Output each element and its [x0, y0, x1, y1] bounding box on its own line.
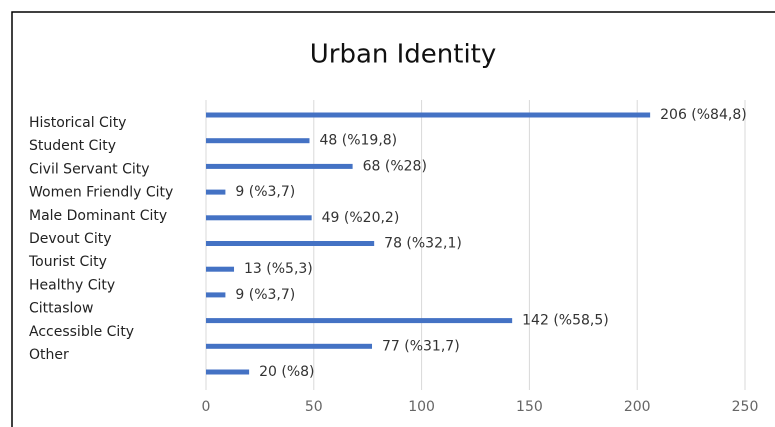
x-tick-label: 50 [305, 399, 323, 415]
y-tick-label: Healthy City [29, 277, 115, 293]
x-tick-label: 250 [732, 399, 759, 415]
value-label: 48 (%19,8) [319, 133, 397, 149]
y-tick-label: Cittaslow [29, 301, 93, 317]
value-label: 68 (%28) [363, 158, 427, 174]
value-label: 206 (%84,8) [660, 107, 747, 123]
value-label: 20 (%8) [259, 364, 314, 380]
x-tick-label: 100 [408, 399, 435, 415]
value-label: 9 (%3,7) [235, 184, 295, 200]
value-label: 13 (%5,3) [244, 261, 313, 277]
bar [206, 369, 250, 375]
x-tick-label: 150 [516, 399, 543, 415]
y-tick-label: Tourist City [28, 254, 107, 270]
bar [206, 189, 226, 195]
bar [206, 266, 235, 272]
y-tick-label: Civil Servant City [29, 161, 150, 177]
bar [206, 318, 513, 324]
value-label: 77 (%31,7) [382, 338, 460, 354]
chart-title: Urban Identity [310, 40, 497, 70]
x-tick-label: 0 [202, 399, 211, 415]
y-tick-label: Male Dominant City [29, 208, 167, 224]
y-tick-label: Historical City [29, 115, 126, 131]
y-tick-label: Other [29, 347, 69, 363]
x-tick-label: 200 [624, 399, 651, 415]
bar [206, 215, 312, 221]
bar [206, 343, 373, 349]
y-tick-label: Devout City [29, 231, 112, 247]
bar [206, 292, 226, 298]
bar [206, 241, 375, 246]
bar [206, 163, 353, 169]
bar [206, 138, 310, 144]
value-label: 9 (%3,7) [235, 287, 295, 303]
value-label: 49 (%20,2) [322, 210, 400, 226]
y-tick-label: Women Friendly City [29, 185, 173, 201]
y-tick-label: Student City [29, 138, 116, 154]
y-tick-label: Accessible City [29, 324, 134, 340]
chart-frame [11, 11, 775, 427]
value-label: 78 (%32,1) [384, 236, 462, 252]
value-label: 142 (%58,5) [522, 313, 609, 329]
bar [206, 112, 651, 118]
